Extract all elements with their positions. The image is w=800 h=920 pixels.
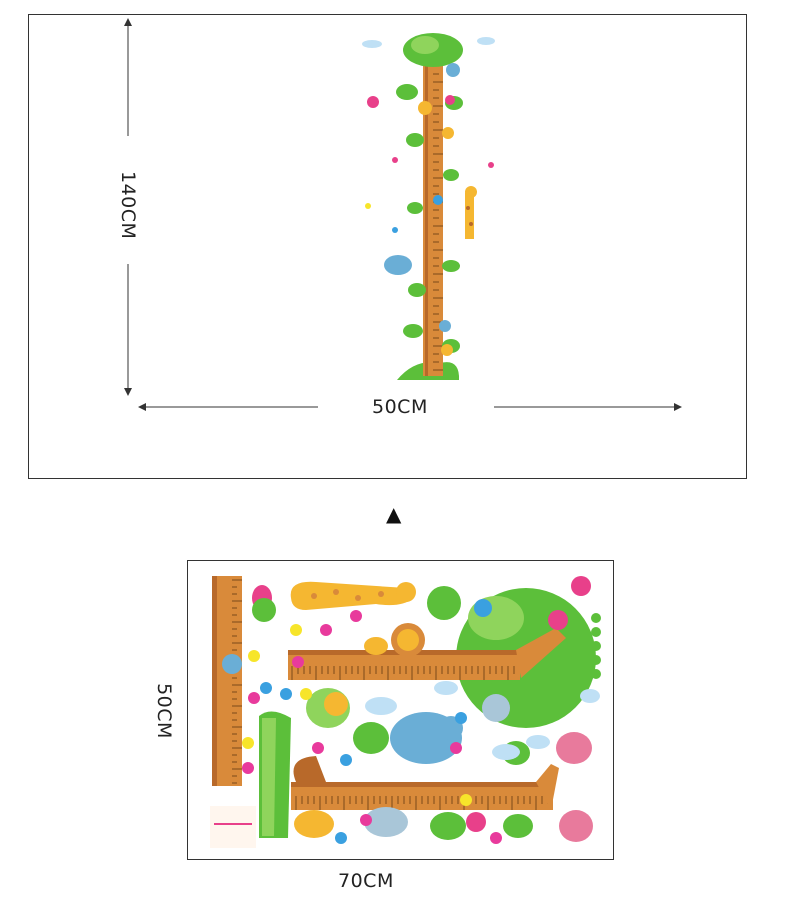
- width-label: 50CM: [372, 396, 428, 418]
- height-label: 140CM: [117, 171, 139, 240]
- sticker-sheet-illustration: [210, 576, 601, 848]
- arrow-up-icon: ▲: [386, 502, 402, 526]
- sheet-width-label: 70CM: [338, 870, 394, 892]
- sheet-height-label: 50CM: [153, 683, 175, 739]
- assembled-height-chart-illustration: [362, 33, 495, 380]
- assembled-preview-panel: [28, 14, 747, 479]
- height-dimension-line: [124, 18, 132, 396]
- width-dimension-line: [138, 403, 682, 411]
